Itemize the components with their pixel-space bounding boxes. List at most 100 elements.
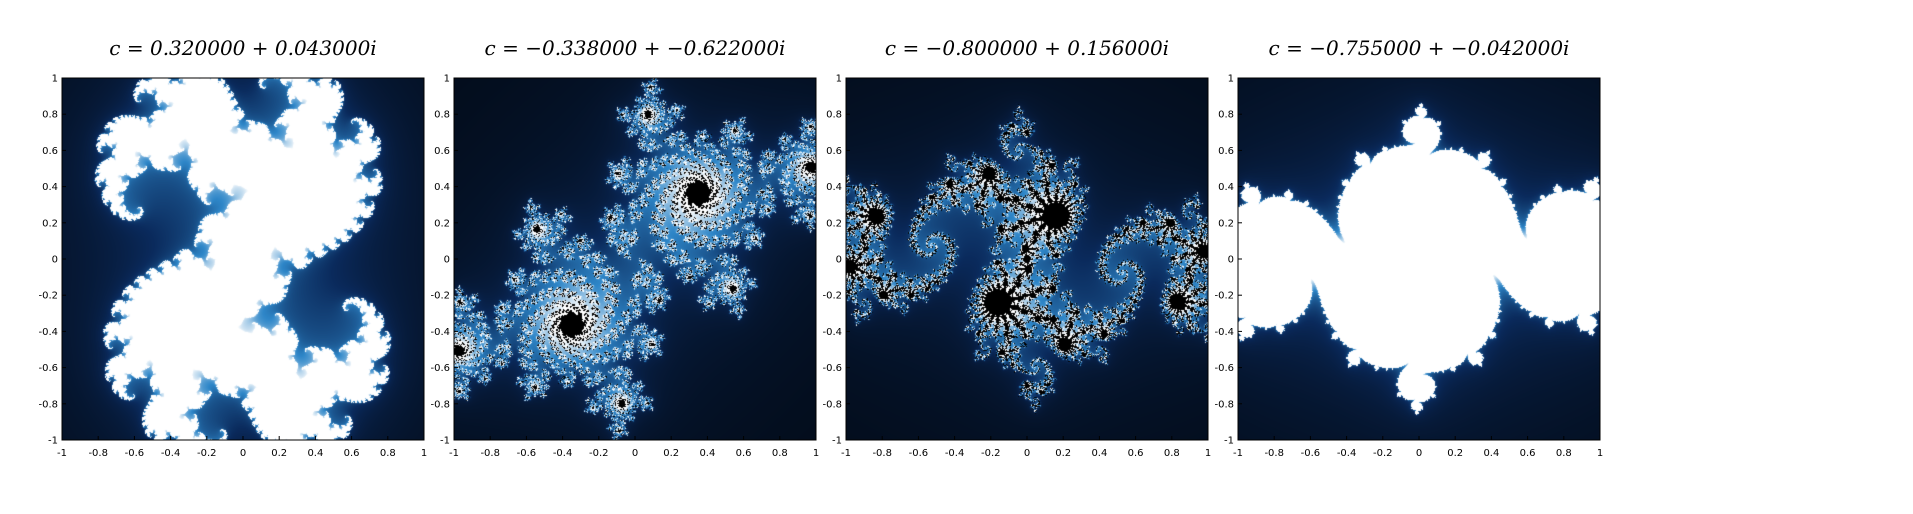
x-tick-label: -0.6 — [909, 448, 929, 459]
panel-title: c = 0.320000 + 0.043000i — [109, 36, 377, 60]
x-tick-label: 0.8 — [1556, 448, 1572, 459]
panel-title: c = −0.800000 + 0.156000i — [884, 36, 1170, 60]
julia-set-image — [454, 78, 816, 440]
plot-axes: -1 -0.8 -0.6 -0.4 -0.2 0 0.2 0.4 0.6 0.8 1 1 0.8 0.6 0… — [38, 74, 427, 460]
y-tick-label: -0.2 — [822, 291, 842, 302]
y-tick-label: 0.2 — [42, 218, 58, 229]
y-tick-label: 1 — [1228, 74, 1234, 85]
y-tick-label: 0.4 — [1218, 182, 1234, 193]
y-tick-label: -0.6 — [1214, 363, 1234, 374]
x-tick-label: 0.6 — [736, 448, 752, 459]
y-tick-label: -0.2 — [430, 291, 450, 302]
julia-set-image — [846, 78, 1208, 440]
x-tick-label: 0.4 — [1483, 448, 1499, 459]
y-tick-label: 1 — [444, 74, 450, 85]
x-tick-label: -0.6 — [1301, 448, 1321, 459]
y-tick-label: 0.8 — [42, 110, 58, 121]
x-tick-label: 0.4 — [307, 448, 323, 459]
y-tick-label: 0 — [836, 255, 842, 266]
x-tick-label: 0.8 — [772, 448, 788, 459]
panel-title: c = −0.338000 + −0.622000i — [484, 36, 786, 60]
y-tick-label: 0.2 — [434, 218, 450, 229]
x-tick-label: 1 — [1597, 448, 1603, 459]
y-tick-label: -0.4 — [822, 327, 842, 338]
julia-panel-4: c = −0.755000 + −0.042000i -1 -0.8 -0.6 -0.4… — [1214, 0, 1636, 514]
y-tick-label: 0.8 — [434, 110, 450, 121]
x-tick-label: 0.6 — [344, 448, 360, 459]
x-tick-label: 0.2 — [1447, 448, 1463, 459]
x-tick-label: 0.4 — [699, 448, 715, 459]
y-tick-label: 0.4 — [826, 182, 842, 193]
plot-axes: -1 -0.8 -0.6 -0.4 -0.2 0 0.2 0.4 0.6 0.8 1 1 0.8 0.6 0… — [1214, 74, 1603, 460]
y-tick-label: 0.4 — [42, 182, 58, 193]
y-tick-label: 1 — [836, 74, 842, 85]
x-tick-label: -1 — [57, 448, 67, 459]
x-tick-label: -0.6 — [125, 448, 145, 459]
plot-frame — [845, 77, 1209, 441]
y-tick-label: 0 — [52, 255, 58, 266]
x-tick-label: 0.8 — [1164, 448, 1180, 459]
x-tick-label: -0.2 — [1373, 448, 1393, 459]
x-tick-label: -0.4 — [553, 448, 573, 459]
y-tick-label: 0.8 — [826, 110, 842, 121]
y-tick-label: -0.4 — [430, 327, 450, 338]
y-tick-label: 1 — [52, 74, 58, 85]
y-tick-label: -0.8 — [822, 399, 842, 410]
julia-panel-2: c = −0.338000 + −0.622000i -1 -0.8 -0.6 -0.4… — [430, 0, 852, 514]
julia-set-canvas — [62, 78, 424, 440]
x-tick-label: 0 — [632, 448, 638, 459]
x-tick-label: 0.2 — [663, 448, 679, 459]
julia-set-canvas — [1238, 78, 1600, 440]
y-tick-label: -0.4 — [1214, 327, 1234, 338]
x-tick-label: 1 — [813, 448, 819, 459]
x-tick-label: 1 — [1205, 448, 1211, 459]
y-tick-label: 0.8 — [1218, 110, 1234, 121]
x-tick-label: -1 — [841, 448, 851, 459]
x-tick-label: -0.8 — [1264, 448, 1284, 459]
plot-frame — [1237, 77, 1601, 441]
x-tick-label: -0.4 — [1337, 448, 1357, 459]
y-tick-label: 0.6 — [826, 146, 842, 157]
x-tick-label: -0.8 — [88, 448, 108, 459]
y-tick-label: 0 — [444, 255, 450, 266]
x-tick-label: -1 — [1233, 448, 1243, 459]
x-tick-label: -0.8 — [872, 448, 892, 459]
y-tick-label: 0.6 — [434, 146, 450, 157]
x-tick-label: -0.2 — [197, 448, 217, 459]
x-tick-label: -0.4 — [161, 448, 181, 459]
plot-axes: -1 -0.8 -0.6 -0.4 -0.2 0 0.2 0.4 0.6 0.8 1 1 0.8 0.6 0… — [822, 74, 1211, 460]
y-tick-label: 0.2 — [1218, 218, 1234, 229]
x-tick-label: 0.4 — [1091, 448, 1107, 459]
y-tick-label: -0.8 — [38, 399, 58, 410]
x-tick-label: -1 — [449, 448, 459, 459]
julia-set-canvas — [846, 78, 1208, 440]
panel-title: c = −0.755000 + −0.042000i — [1268, 36, 1570, 60]
julia-panel-3: c = −0.800000 + 0.156000i -1 -0.8 -0.6 -0.4 -… — [822, 0, 1244, 514]
x-tick-label: -0.2 — [981, 448, 1001, 459]
y-tick-label: -1 — [1224, 436, 1234, 447]
y-tick-label: -0.6 — [822, 363, 842, 374]
y-tick-label: 0.2 — [826, 218, 842, 229]
y-tick-label: -0.8 — [1214, 399, 1234, 410]
y-tick-label: -0.2 — [38, 291, 58, 302]
plot-frame — [453, 77, 817, 441]
x-tick-label: 0 — [1416, 448, 1422, 459]
x-tick-label: 0.6 — [1520, 448, 1536, 459]
x-tick-label: -0.2 — [589, 448, 609, 459]
julia-set-image — [1238, 78, 1600, 440]
y-tick-label: -0.6 — [38, 363, 58, 374]
julia-set-canvas — [454, 78, 816, 440]
y-tick-label: -0.4 — [38, 327, 58, 338]
y-tick-label: -1 — [440, 436, 450, 447]
y-tick-label: 0 — [1228, 255, 1234, 266]
julia-set-image — [62, 78, 424, 440]
x-tick-label: 0.8 — [380, 448, 396, 459]
julia-panel-1: c = 0.320000 + 0.043000i -1 -0.8 -0.6 -0.4 -0… — [38, 0, 460, 514]
plot-axes: -1 -0.8 -0.6 -0.4 -0.2 0 0.2 0.4 0.6 0.8 1 1 0.8 0.6 0… — [430, 74, 819, 460]
x-tick-label: -0.8 — [480, 448, 500, 459]
y-tick-label: -0.2 — [1214, 291, 1234, 302]
x-tick-label: 0.2 — [271, 448, 287, 459]
y-tick-label: -1 — [48, 436, 58, 447]
y-tick-label: 0.4 — [434, 182, 450, 193]
x-tick-label: -0.4 — [945, 448, 965, 459]
